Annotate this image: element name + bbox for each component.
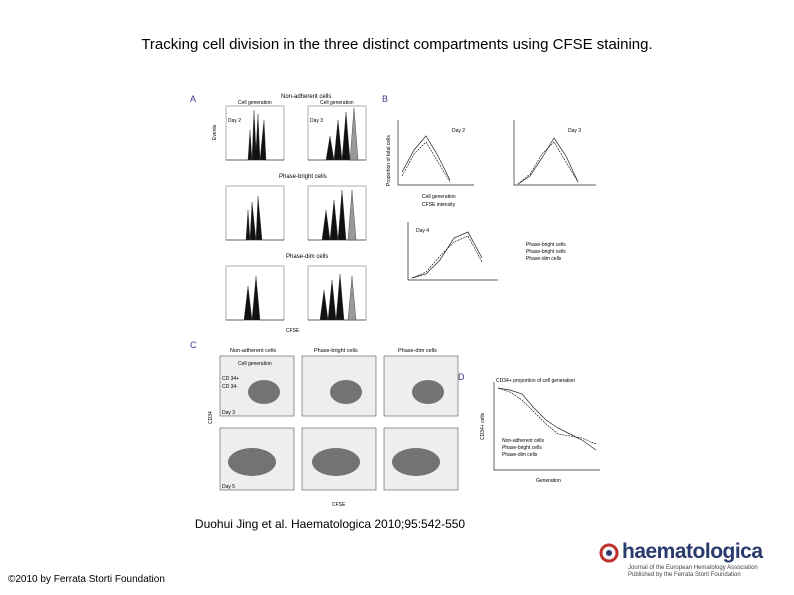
panel-a-day2: Day 2 [228,118,241,124]
panel-b-legend-3: Phase-dim cells [526,256,562,262]
panel-a-phasedim-header: Phase-dim cells [286,254,328,260]
panel-b-label: B [382,94,388,104]
panel-a-cfse: CFSE [286,328,300,334]
panel-b-legend-2: Phase-bright cells [526,249,566,255]
panel-b-ylabel: Proportion of total cells [386,135,392,186]
copyright: ©2010 by Ferrata Storti Foundation [8,574,165,585]
slide-title: Tracking cell division in the three dist… [141,36,653,53]
citation: Duohui Jing et al. Haematologica 2010;95… [194,517,466,531]
panel-b-labels: Day 2 Day 3 Day 4 Cell generation CFSE i… [386,128,581,262]
panel-a-cellgen-2: Cell generation [320,100,354,106]
panel-d-ylabel: CD34+ cells [480,412,486,440]
panel-c-col-3: Phase-dim cells [398,348,437,354]
panel-a-phasebright-header: Phase-bright cells [279,174,327,180]
logo-subtitle-1: Journal of the European Hematology Assoc… [628,565,758,571]
panel-c-cellgen: Cell generation [238,361,272,367]
panel-c-col-2: Phase-bright cells [314,348,358,354]
panel-d-title: CD34+ proportion of cell generation [496,378,575,384]
panel-b-day3: Day 3 [568,128,581,134]
panel-b-xlabel1: Cell generation [422,194,456,200]
panel-b-legend-1: Phase-bright cells [526,242,566,248]
panel-a-events: Events [212,124,218,140]
figure-panels: A B C D Non-adherent cells Phase-bright … [190,94,600,508]
panel-a-day3: Day 3 [310,118,323,124]
panel-a-labels: Cell generation Cell generation Day 2 Da… [212,100,354,334]
panel-c-xlabel: CFSE [332,502,346,508]
panel-c-labels: Cell generation CD 34+ CD 34- Day 3 Day … [208,361,346,508]
panel-c-scatter-grid [219,355,459,491]
panel-c-col-1: Non-adherent cells [230,348,276,354]
panel-d-labels: CD34+ proportion of cell generation CD34… [480,378,575,484]
panel-c-headers: Non-adherent cells Phase-bright cells Ph… [230,348,437,354]
panel-c-day3: Day 3 [222,410,235,416]
panel-a-nonadherent-header: Non-adherent cells [281,94,331,100]
panel-a-label: A [190,94,196,104]
panel-d-xlabel: Generation [536,478,561,484]
panel-d-legend-2: Phase-bright cells [502,445,542,451]
panel-b-plots [397,120,596,281]
panel-b-day4: Day 4 [416,228,429,234]
panel-c-day5: Day 5 [222,484,235,490]
panel-b-xlabel2: CFSE intensity [422,202,456,208]
panel-d-legend-3: Phase-dim cells [502,452,538,458]
panel-d-label: D [458,372,465,382]
panel-b-day2: Day 2 [452,128,465,134]
haematologica-logo: haematologica Journal of the European He… [596,540,786,582]
panel-c-cd34pos: CD 34+ [222,376,239,382]
panel-a-cellgen-1: Cell generation [238,100,272,106]
panel-c-label: C [190,340,197,350]
panel-a-histograms [225,105,367,321]
logo-mark-icon [599,543,619,563]
panel-c-cd34neg: CD 34- [222,384,238,390]
logo-subtitle-2: Published by the Ferrata Storti Foundati… [628,572,741,578]
logo-wordmark: haematologica [622,540,763,563]
panel-d-legend-1: Non-adherent cells [502,438,544,444]
panel-c-ylabel: CD34 [208,411,214,424]
panel-d-plot [493,382,600,471]
